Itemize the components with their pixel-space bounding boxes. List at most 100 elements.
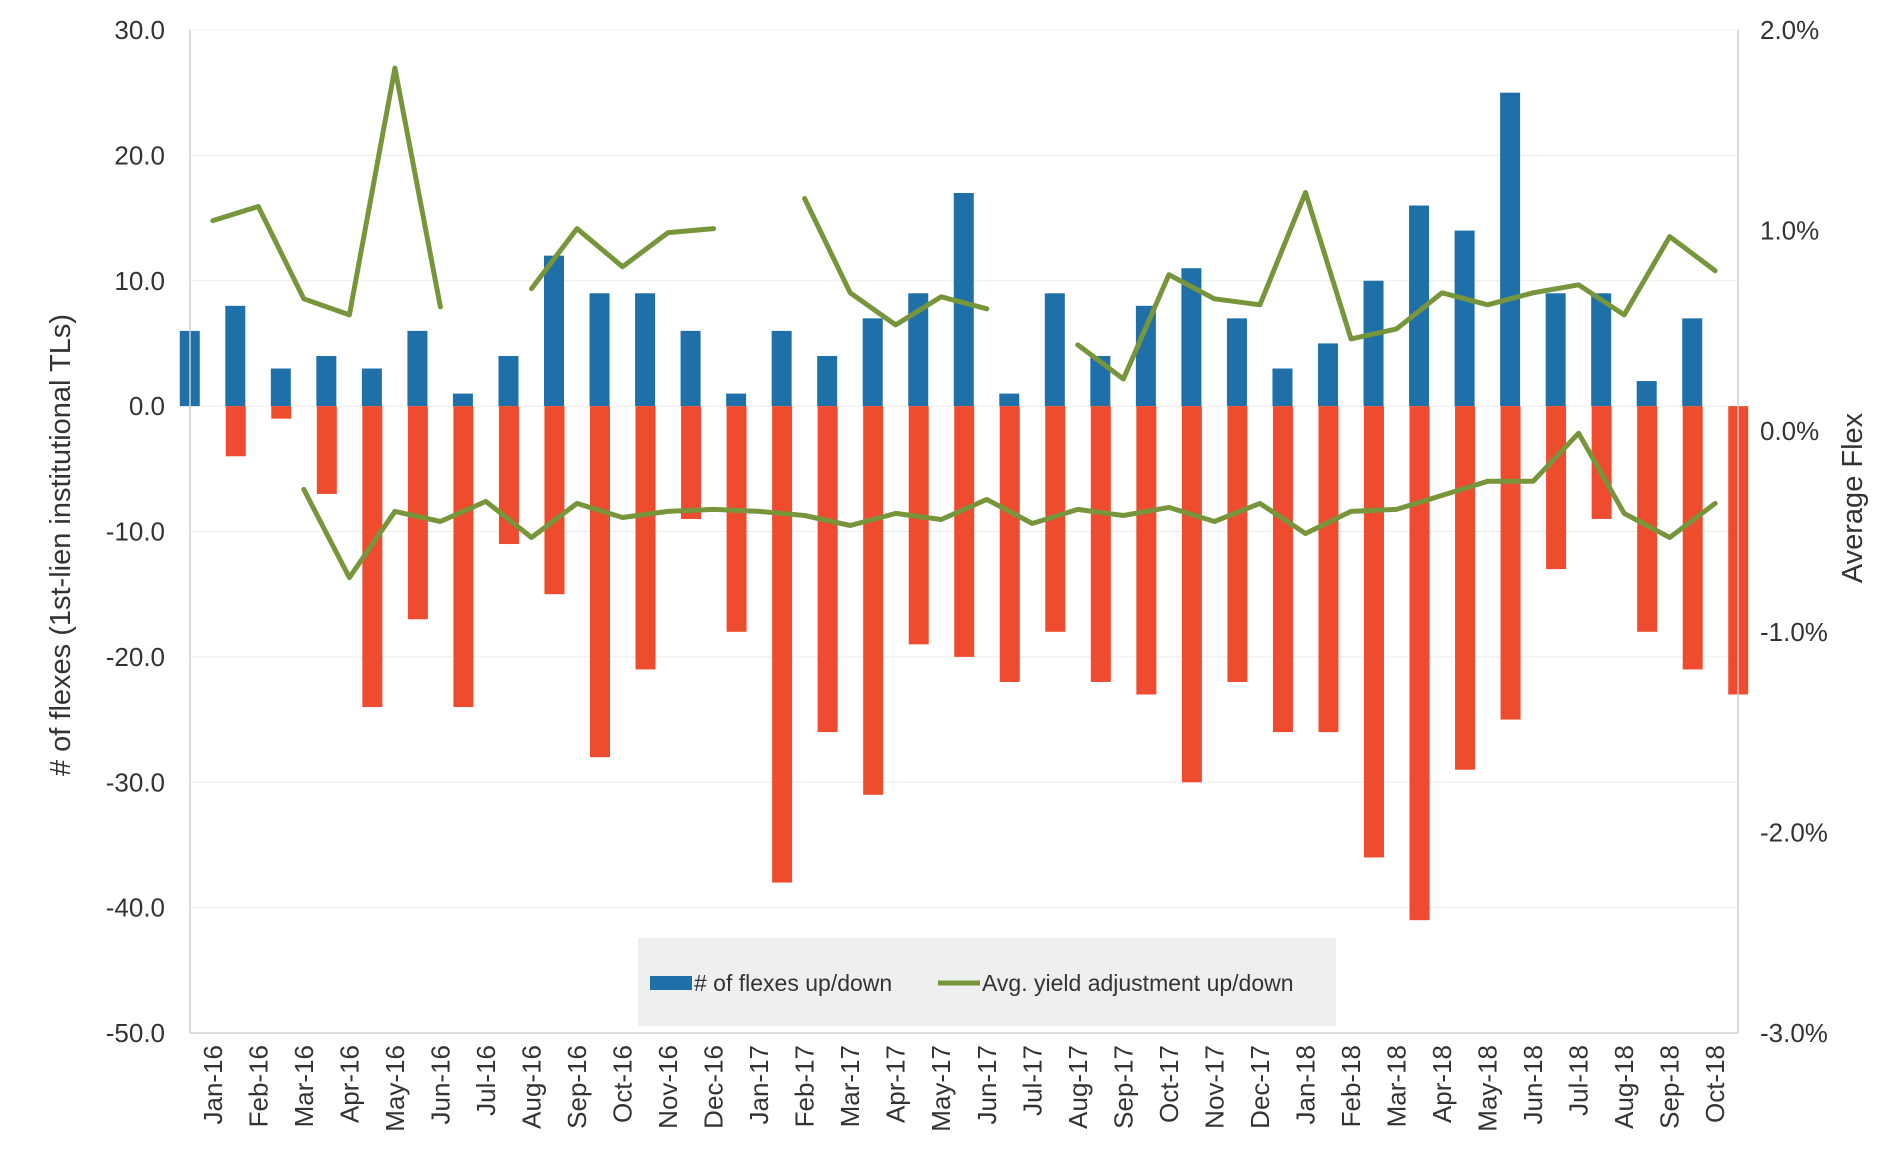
bar-up	[225, 305, 246, 407]
left-tick-label: 10.0	[114, 266, 165, 296]
right-tick-label: 1.0%	[1760, 216, 1819, 246]
bar-down	[271, 406, 292, 419]
x-tick-label: Mar-17	[835, 1045, 865, 1127]
legend-label-bar: # of flexes up/down	[694, 970, 892, 996]
right-axis-title: Average Flex	[1837, 412, 1869, 583]
bar-up	[1500, 92, 1521, 407]
bar-up	[1636, 381, 1657, 407]
bar-up	[1682, 318, 1703, 407]
x-axis-ticks: Jan-16 Feb-16 Mar-16 Apr-16 May-16 Jun-16 Jul-…	[198, 1045, 1730, 1132]
x-tick-label: Jan-18	[1291, 1045, 1321, 1125]
bar-down	[1409, 406, 1430, 921]
bar-down	[1227, 406, 1248, 682]
left-axis-ticks: -50.0 -40.0 -30.0 -20.0 -10.0 0.0 10.0 20.0 30.0	[106, 15, 165, 1048]
x-tick-label: May-18	[1473, 1045, 1503, 1132]
bar-down	[1364, 406, 1384, 858]
x-tick-label: Jan-16	[198, 1045, 228, 1125]
bar-up	[1363, 280, 1384, 407]
left-tick-label: -50.0	[106, 1018, 165, 1048]
bar-up	[1409, 205, 1430, 407]
bar-up	[817, 355, 838, 407]
bar-up	[1272, 368, 1293, 407]
x-tick-label: Jun-16	[425, 1045, 455, 1125]
bar-down	[1136, 406, 1157, 695]
bar-up	[498, 355, 519, 407]
x-tick-label: Dec-17	[1245, 1045, 1275, 1129]
bar-up	[726, 393, 747, 407]
bar-up	[635, 293, 656, 407]
right-axis-ticks: -3.0% -2.0% -1.0% 0.0% 1.0% 2.0%	[1760, 15, 1828, 1048]
right-tick-label: 2.0%	[1760, 15, 1819, 45]
right-tick-label: -2.0%	[1760, 817, 1828, 847]
x-tick-label: Jan-17	[744, 1045, 774, 1125]
bar-down	[1546, 406, 1567, 570]
bar-up	[1135, 305, 1156, 407]
bar-down	[954, 406, 975, 657]
x-tick-label: Jul-17	[1017, 1045, 1047, 1116]
bar-up	[589, 293, 610, 407]
x-tick-label: Dec-16	[699, 1045, 729, 1129]
bars-layer	[179, 92, 1749, 921]
bar-down	[863, 406, 884, 795]
x-tick-label: Apr-18	[1427, 1045, 1457, 1123]
left-tick-label: -20.0	[106, 642, 165, 672]
bar-down	[1637, 406, 1658, 632]
bar-down	[1455, 406, 1476, 770]
bar-up	[407, 330, 428, 407]
bar-down	[908, 406, 929, 645]
x-tick-label: Mar-18	[1382, 1045, 1412, 1127]
left-tick-label: 0.0	[129, 391, 165, 421]
bar-up	[361, 368, 382, 407]
bar-down	[407, 406, 428, 620]
left-tick-label: -30.0	[106, 767, 165, 797]
bar-down	[316, 406, 337, 494]
left-tick-label: 30.0	[114, 15, 165, 45]
bar-up	[862, 318, 883, 407]
x-tick-label: Oct-17	[1154, 1045, 1184, 1123]
bar-down	[362, 406, 383, 708]
bar-up	[452, 393, 473, 407]
x-tick-label: Sep-17	[1108, 1045, 1138, 1129]
bar-down	[772, 406, 793, 883]
bar-up	[1181, 268, 1202, 407]
right-tick-label: -3.0%	[1760, 1018, 1828, 1048]
bar-down	[1500, 406, 1521, 720]
x-tick-label: Feb-16	[243, 1045, 273, 1127]
left-axis-title: # of flexes (1st-lien institutional TLs)	[45, 314, 77, 776]
x-tick-label: Nov-17	[1199, 1045, 1229, 1129]
bar-up	[999, 393, 1020, 407]
bar-down	[453, 406, 474, 708]
bar-up	[1591, 293, 1612, 407]
bar-up	[1454, 230, 1475, 407]
x-tick-label: Jun-17	[972, 1045, 1002, 1125]
x-tick-label: Sep-16	[562, 1045, 592, 1129]
legend-label-line: Avg. yield adjustment up/down	[982, 970, 1294, 996]
bar-up	[1318, 343, 1338, 407]
bar-up	[1545, 293, 1566, 407]
bar-down	[1181, 406, 1202, 783]
x-tick-label: Feb-18	[1336, 1045, 1366, 1127]
bar-down	[1272, 406, 1293, 733]
yield-line-down	[301, 430, 1718, 581]
bar-down	[1090, 406, 1111, 682]
bar-down	[1591, 406, 1612, 519]
legend-swatch-bar	[650, 976, 692, 990]
bar-down	[726, 406, 747, 632]
bar-down	[1318, 406, 1339, 733]
bar-down	[681, 406, 702, 519]
x-tick-label: Jul-16	[471, 1045, 501, 1116]
x-tick-label: Aug-18	[1609, 1045, 1639, 1129]
bar-down	[590, 406, 610, 758]
x-tick-label: Apr-17	[881, 1045, 911, 1123]
bar-down	[817, 406, 838, 733]
x-tick-label: Jul-18	[1564, 1045, 1594, 1116]
legend-background	[638, 938, 1336, 1026]
bar-up	[1226, 318, 1247, 407]
x-tick-label: Sep-18	[1655, 1045, 1685, 1129]
bar-down	[1682, 406, 1703, 670]
x-tick-label: May-17	[926, 1045, 956, 1132]
lines-layer	[210, 65, 1718, 581]
right-tick-label: -1.0%	[1760, 617, 1828, 647]
bar-up	[908, 293, 929, 407]
